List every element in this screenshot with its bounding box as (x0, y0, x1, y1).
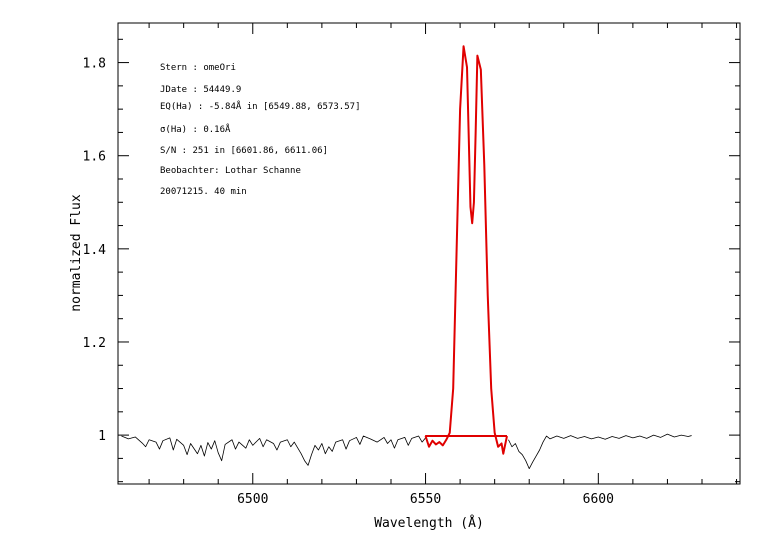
series-line-halpha (424, 45, 508, 455)
axis-tick-labels: 6500 6550 6600 1 1.2 1.4 1.6 1.8 (83, 57, 614, 507)
y-tick-label: 1.8 (83, 57, 106, 72)
annotation-line: S/N : 251 in [6601.86, 6611.06] (160, 146, 328, 156)
y-tick-label: 1.6 (83, 150, 106, 165)
annotation-block: Stern : omeOri JDate : 54449.9 EQ(Ha) : -5… (160, 63, 360, 197)
plot-frame (117, 22, 741, 485)
annotation-line: Beobachter: Lothar Schanne (160, 166, 301, 176)
annotation-line: JDate : 54449.9 (160, 85, 241, 95)
annotation-line: EQ(Ha) : -5.84Å in [6549.88, 6573.57] (160, 100, 360, 112)
annotation-line: σ(Ha) : 0.16Å (160, 123, 231, 135)
x-tick-label: 6500 (237, 492, 268, 507)
x-tick-label: 6550 (410, 492, 441, 507)
y-tick-label: 1 (98, 429, 106, 444)
y-axis-label: normalized Flux (69, 194, 84, 312)
annotation-line: 20071215. 40 min (160, 187, 247, 197)
axis-ticks (118, 23, 740, 484)
annotation-line: Stern : omeOri (160, 63, 236, 73)
x-axis-label: Wavelength (Å) (374, 515, 484, 531)
series-line-spectrum (121, 435, 426, 466)
series-layer (121, 45, 692, 470)
series-line-spectrum (508, 433, 692, 470)
y-tick-label: 1.4 (83, 243, 107, 258)
x-tick-label: 6600 (583, 492, 614, 507)
y-tick-label: 1.2 (83, 336, 106, 351)
